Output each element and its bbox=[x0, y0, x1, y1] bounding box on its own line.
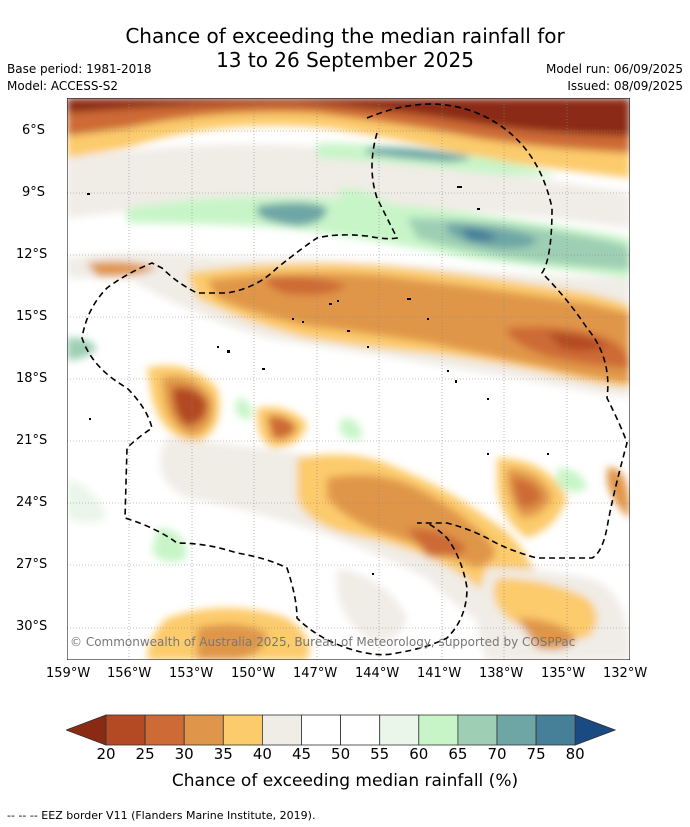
colorbar-segment bbox=[418, 714, 459, 746]
islands bbox=[87, 186, 549, 575]
lat-label: 15°S bbox=[16, 309, 48, 324]
colorbar-arrow-high bbox=[574, 714, 617, 746]
map-svg bbox=[67, 98, 630, 660]
copyright-text: © Commonwealth of Australia 2025, Bureau… bbox=[70, 635, 576, 649]
lon-label: 150°W bbox=[231, 666, 276, 681]
colorbar-label: 25 bbox=[135, 745, 155, 763]
colorbar-title: Chance of exceeding median rainfall (%) bbox=[171, 771, 519, 791]
chart-title-line2: 13 to 26 September 2025 bbox=[216, 48, 474, 72]
model-name: Model: ACCESS-S2 bbox=[7, 79, 119, 93]
lat-label: 21°S bbox=[16, 433, 48, 448]
colorbar-segment bbox=[535, 714, 576, 746]
colorbar-labels: 20 25 30 35 40 45 50 55 60 65 70 75 80 bbox=[0, 745, 690, 767]
colorbar-label: 70 bbox=[487, 745, 507, 763]
lon-label: 147°W bbox=[293, 666, 338, 681]
colorbar-segment bbox=[105, 714, 146, 746]
colorbar-label: 55 bbox=[370, 745, 390, 763]
base-period: Base period: 1981-2018 bbox=[7, 62, 152, 76]
colorbar-label: 40 bbox=[252, 745, 272, 763]
lon-label: 144°W bbox=[355, 666, 400, 681]
colorbar-arrow-low bbox=[66, 714, 107, 746]
lat-label: 6°S bbox=[22, 123, 46, 138]
colorbar-label: 75 bbox=[526, 745, 546, 763]
colorbar-label: 35 bbox=[213, 745, 233, 763]
lon-label: 153°W bbox=[169, 666, 214, 681]
colorbar-segment bbox=[379, 714, 420, 746]
lat-label: 9°S bbox=[22, 185, 46, 200]
colorbar-segment bbox=[496, 714, 537, 746]
colorbar-label: 60 bbox=[409, 745, 429, 763]
colorbar-segment bbox=[144, 714, 185, 746]
lat-label: 18°S bbox=[16, 371, 48, 386]
lon-label: 135°W bbox=[541, 666, 586, 681]
lon-label: 159°W bbox=[46, 666, 91, 681]
colorbar-label: 80 bbox=[565, 745, 585, 763]
issued-date: Issued: 08/09/2025 bbox=[567, 79, 683, 93]
colorbar-segment bbox=[340, 714, 381, 746]
colorbar-segment bbox=[183, 714, 224, 746]
colorbar-segment bbox=[457, 714, 498, 746]
graticule bbox=[67, 98, 630, 660]
model-run: Model run: 06/09/2025 bbox=[545, 62, 683, 76]
lon-label: 138°W bbox=[479, 666, 524, 681]
lat-label: 30°S bbox=[16, 619, 48, 634]
colorbar-segment bbox=[301, 714, 341, 746]
colorbar-segment bbox=[261, 714, 302, 746]
colorbar-segment bbox=[222, 714, 263, 746]
rainfall-field bbox=[67, 98, 630, 660]
lon-label: 156°W bbox=[107, 666, 152, 681]
colorbar-label: 50 bbox=[331, 745, 351, 763]
rainfall-map bbox=[67, 98, 630, 660]
colorbar-label: 45 bbox=[291, 745, 312, 763]
colorbar-label: 65 bbox=[448, 745, 468, 763]
colorbar bbox=[66, 714, 617, 746]
lon-label: 141°W bbox=[417, 666, 462, 681]
colorbar-label: 30 bbox=[174, 745, 194, 763]
lat-label: 27°S bbox=[16, 557, 48, 572]
lon-label: 132°W bbox=[603, 666, 648, 681]
chart-title-line1: Chance of exceeding the median rainfall … bbox=[125, 24, 565, 48]
eez-borders bbox=[81, 103, 628, 656]
eez-legend: -- -- -- EEZ border V11 (Flanders Marine… bbox=[7, 809, 316, 822]
lat-label: 12°S bbox=[16, 247, 48, 262]
lat-label: 24°S bbox=[16, 495, 48, 510]
colorbar-label: 20 bbox=[96, 745, 116, 763]
